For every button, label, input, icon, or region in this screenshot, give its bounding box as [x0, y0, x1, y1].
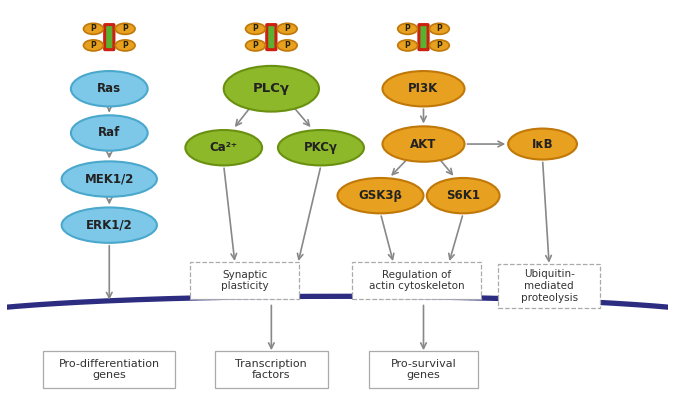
Circle shape [429, 23, 450, 34]
FancyBboxPatch shape [190, 262, 300, 299]
Circle shape [398, 40, 418, 51]
Text: P: P [437, 24, 442, 33]
FancyBboxPatch shape [419, 24, 428, 50]
Circle shape [398, 23, 418, 34]
Ellipse shape [383, 71, 464, 106]
Text: P: P [284, 41, 290, 50]
Text: P: P [122, 24, 128, 33]
Ellipse shape [427, 178, 500, 213]
Ellipse shape [71, 115, 148, 150]
Text: P: P [284, 24, 290, 33]
Text: Pro-survival
genes: Pro-survival genes [391, 359, 456, 380]
Ellipse shape [223, 66, 319, 112]
Ellipse shape [338, 178, 423, 213]
Circle shape [246, 40, 265, 51]
Text: Synaptic
plasticity: Synaptic plasticity [221, 270, 269, 291]
Text: Pro-differentiation
genes: Pro-differentiation genes [59, 359, 160, 380]
Ellipse shape [61, 162, 157, 197]
Text: AKT: AKT [410, 137, 437, 150]
Text: Regulation of
actin cytoskeleton: Regulation of actin cytoskeleton [369, 270, 464, 291]
Text: P: P [90, 24, 97, 33]
Text: P: P [252, 24, 259, 33]
Text: P: P [437, 41, 442, 50]
Circle shape [246, 23, 265, 34]
FancyBboxPatch shape [105, 24, 114, 50]
Text: P: P [405, 24, 410, 33]
Text: P: P [252, 41, 259, 50]
Text: Ubiquitin-
mediated
proteolysis: Ubiquitin- mediated proteolysis [520, 269, 578, 303]
Text: P: P [122, 41, 128, 50]
Text: IκB: IκB [532, 137, 553, 150]
Text: Ras: Ras [97, 82, 122, 95]
Text: PLCγ: PLCγ [253, 82, 290, 95]
FancyBboxPatch shape [267, 24, 276, 50]
Circle shape [84, 23, 103, 34]
Text: P: P [90, 41, 97, 50]
FancyBboxPatch shape [43, 351, 176, 388]
Text: GSK3β: GSK3β [358, 189, 402, 202]
Circle shape [115, 23, 135, 34]
Ellipse shape [186, 130, 262, 166]
Text: PKCγ: PKCγ [304, 141, 338, 154]
Circle shape [277, 40, 297, 51]
Ellipse shape [278, 130, 364, 166]
Ellipse shape [383, 126, 464, 162]
FancyBboxPatch shape [215, 351, 327, 388]
Circle shape [115, 40, 135, 51]
Ellipse shape [61, 207, 157, 243]
Ellipse shape [508, 128, 577, 160]
Circle shape [84, 40, 103, 51]
FancyBboxPatch shape [352, 262, 481, 299]
Circle shape [429, 40, 450, 51]
Text: Ca²⁺: Ca²⁺ [210, 141, 238, 154]
Text: MEK1/2: MEK1/2 [84, 173, 134, 186]
Text: S6K1: S6K1 [446, 189, 480, 202]
FancyBboxPatch shape [498, 264, 601, 308]
Text: ERK1/2: ERK1/2 [86, 219, 133, 231]
Ellipse shape [71, 71, 148, 106]
Text: Transcription
factors: Transcription factors [236, 359, 307, 380]
Text: P: P [405, 41, 410, 50]
Text: PI3K: PI3K [408, 82, 439, 95]
Text: Raf: Raf [98, 126, 120, 139]
FancyBboxPatch shape [369, 351, 478, 388]
Circle shape [277, 23, 297, 34]
